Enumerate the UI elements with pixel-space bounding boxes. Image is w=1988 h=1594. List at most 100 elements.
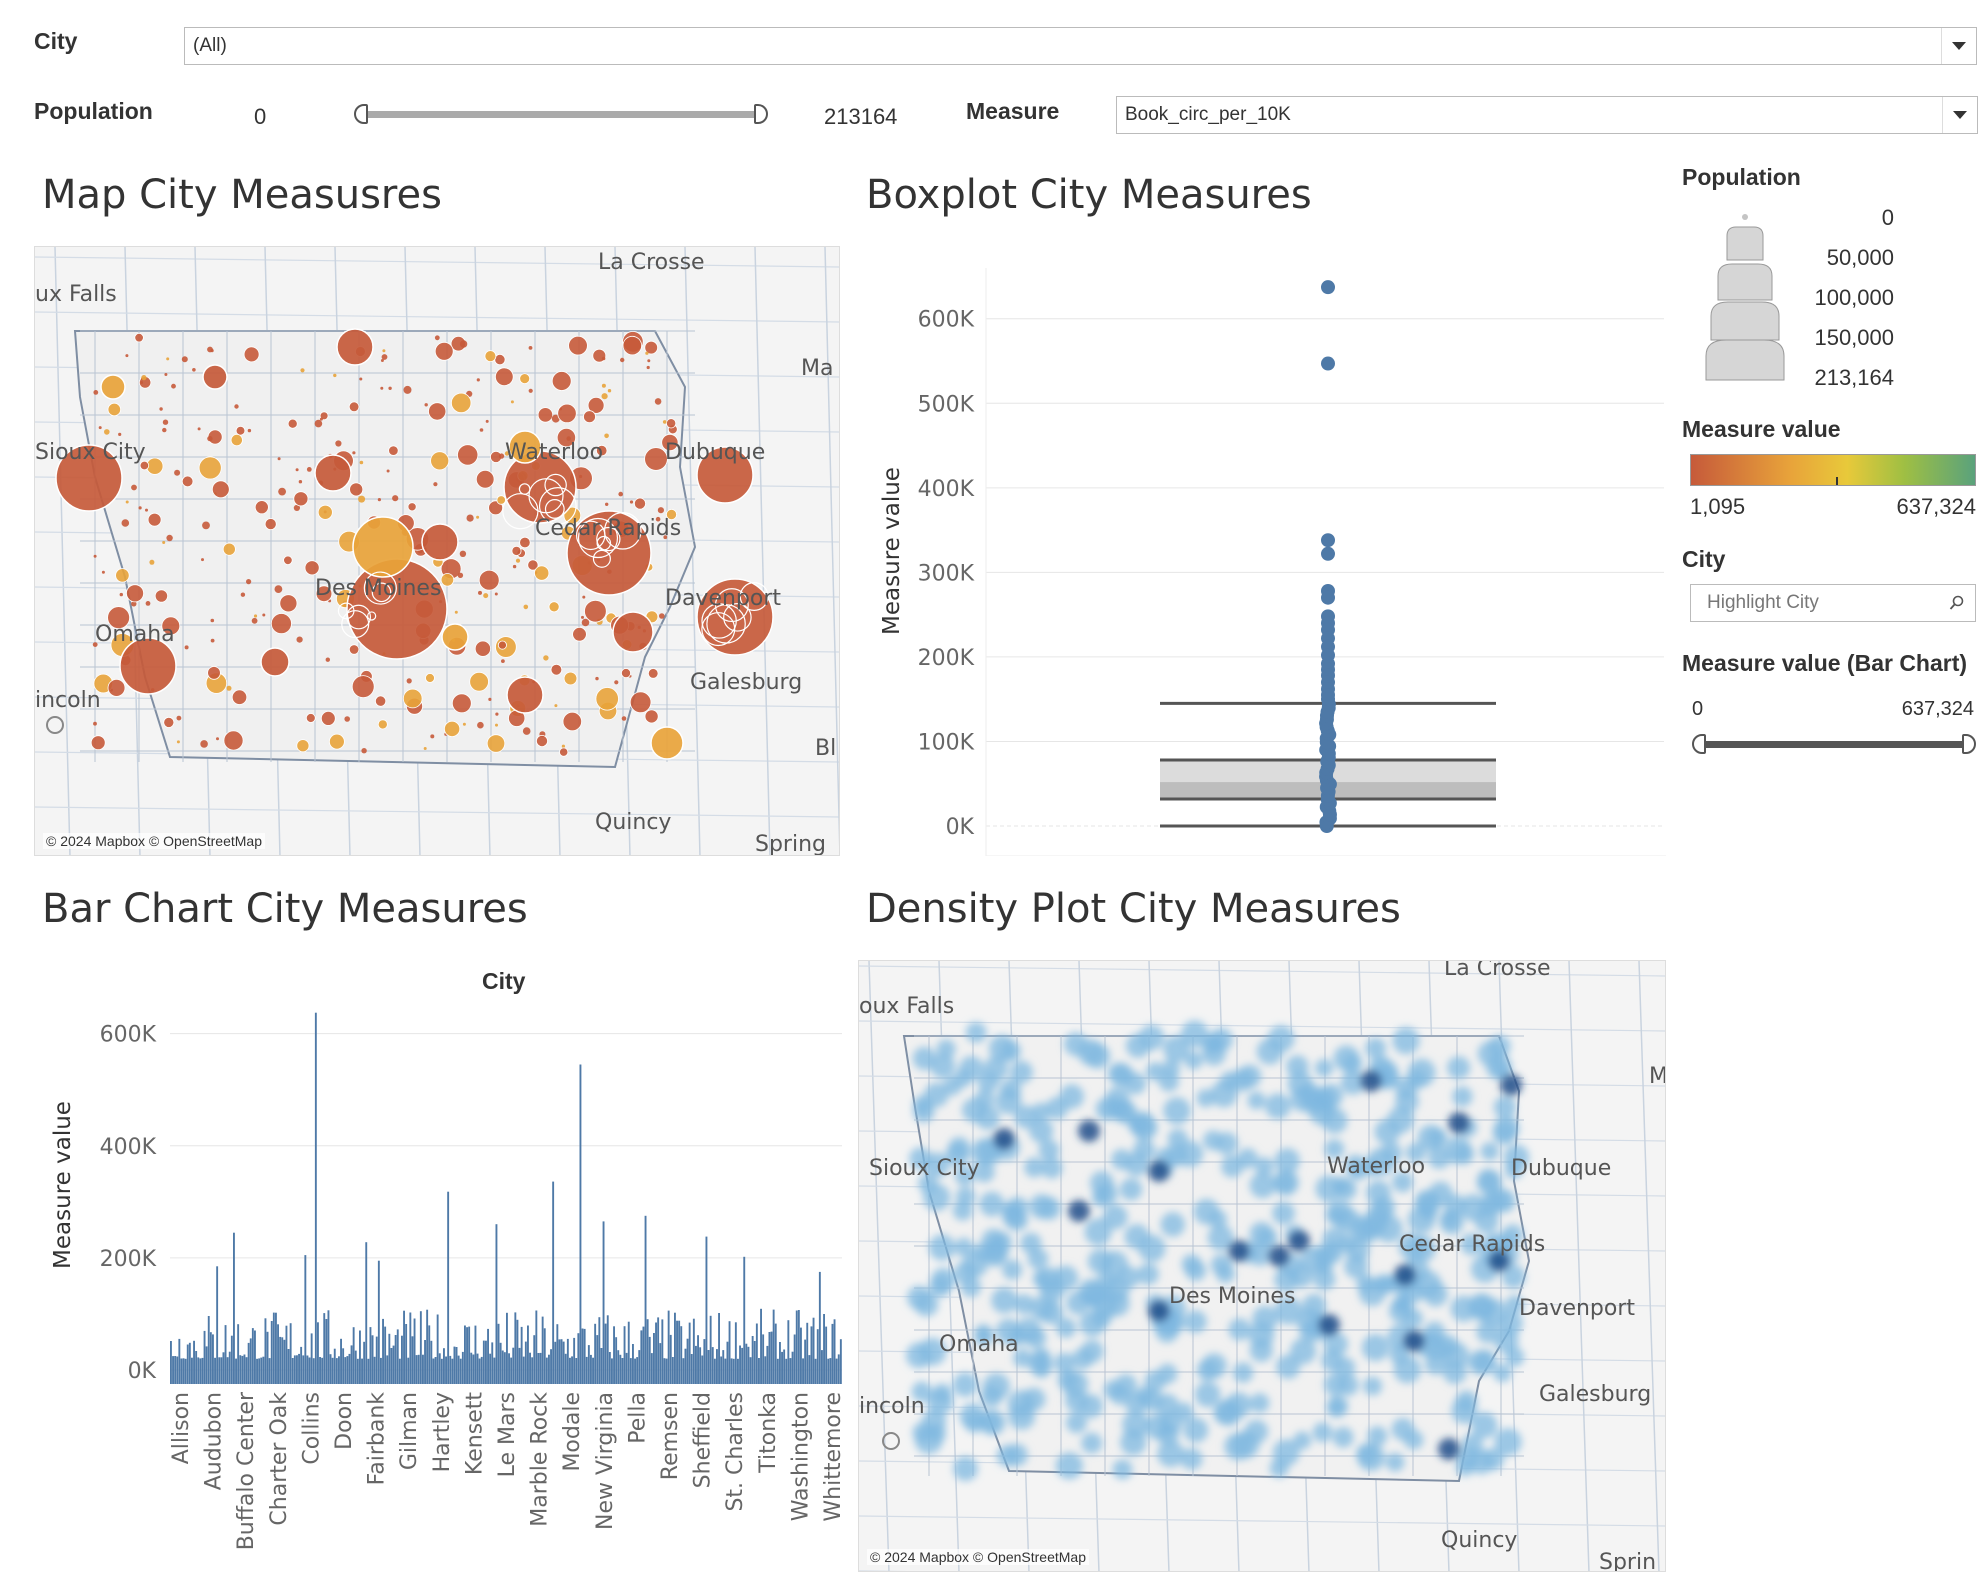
city-bar[interactable] xyxy=(445,1356,447,1385)
city-bar[interactable] xyxy=(686,1338,689,1384)
city-bar[interactable] xyxy=(203,1330,206,1384)
city-bar[interactable] xyxy=(663,1358,666,1384)
city-bubble[interactable] xyxy=(319,417,323,421)
city-bubble[interactable] xyxy=(424,403,428,407)
city-bar[interactable] xyxy=(569,1357,571,1384)
city-bubble[interactable] xyxy=(306,467,312,472)
city-bar[interactable] xyxy=(457,1355,460,1384)
city-bar[interactable] xyxy=(342,1348,345,1384)
city-bar[interactable] xyxy=(751,1336,754,1384)
city-bubble[interactable] xyxy=(145,601,151,606)
city-bar[interactable] xyxy=(501,1350,504,1385)
map-canvas[interactable]: La Crosse ux Falls Sioux City Dubuque De… xyxy=(35,247,840,856)
slider-min-handle[interactable] xyxy=(354,104,368,124)
city-bar[interactable] xyxy=(338,1356,340,1384)
city-bar[interactable] xyxy=(310,1333,313,1384)
city-bar[interactable] xyxy=(598,1317,601,1384)
city-bubble[interactable] xyxy=(202,521,210,530)
city-bubble[interactable] xyxy=(262,613,266,617)
city-bar[interactable] xyxy=(608,1352,611,1384)
city-bar[interactable] xyxy=(739,1345,741,1385)
city-bubble[interactable] xyxy=(278,487,286,496)
city-bubble[interactable] xyxy=(125,500,129,504)
city-bar[interactable] xyxy=(606,1315,609,1384)
city-bar[interactable] xyxy=(182,1358,185,1384)
city-bubble[interactable] xyxy=(647,359,651,363)
city-bar[interactable] xyxy=(709,1315,712,1384)
city-bar[interactable] xyxy=(432,1358,435,1385)
city-bar[interactable] xyxy=(449,1355,452,1384)
city-bar[interactable] xyxy=(531,1357,534,1384)
city-bar[interactable] xyxy=(392,1345,395,1384)
city-bubble[interactable] xyxy=(246,579,252,585)
city-bar[interactable] xyxy=(422,1354,424,1384)
city-bubble[interactable] xyxy=(304,560,320,576)
city-bar[interactable] xyxy=(407,1357,410,1384)
city-bubble[interactable] xyxy=(696,578,774,656)
city-bubble[interactable] xyxy=(210,638,215,643)
city-bar[interactable] xyxy=(266,1331,269,1384)
city-bubble[interactable] xyxy=(476,515,480,519)
city-bar[interactable] xyxy=(480,1356,483,1384)
city-bar[interactable] xyxy=(174,1356,177,1384)
city-bubble[interactable] xyxy=(344,716,351,722)
city-bubble[interactable] xyxy=(607,389,612,393)
city-bar[interactable] xyxy=(548,1354,550,1384)
city-bubble[interactable] xyxy=(572,626,587,642)
city-bar[interactable] xyxy=(466,1327,468,1384)
city-bubble[interactable] xyxy=(145,508,148,512)
city-bar[interactable] xyxy=(329,1354,332,1384)
city-bubble[interactable] xyxy=(583,410,596,424)
city-bubble[interactable] xyxy=(336,328,374,366)
city-bar[interactable] xyxy=(577,1333,580,1384)
city-bubble[interactable] xyxy=(634,497,647,510)
city-bar[interactable] xyxy=(468,1326,471,1384)
city-bar[interactable] xyxy=(781,1351,783,1384)
city-bubble[interactable] xyxy=(614,680,619,685)
city-bubble[interactable] xyxy=(528,346,533,350)
city-bubble[interactable] xyxy=(274,585,283,593)
city-bubble[interactable] xyxy=(231,689,248,705)
city-bubble[interactable] xyxy=(287,418,298,429)
city-bubble[interactable] xyxy=(504,451,510,456)
city-bar[interactable] xyxy=(837,1354,840,1384)
city-bar[interactable] xyxy=(447,1191,450,1384)
city-bar[interactable] xyxy=(743,1256,746,1384)
city-bar[interactable] xyxy=(774,1323,777,1384)
city-bubble[interactable] xyxy=(568,335,588,356)
city-bar[interactable] xyxy=(235,1358,237,1384)
city-bar[interactable] xyxy=(564,1353,567,1384)
city-bar[interactable] xyxy=(762,1334,765,1384)
city-bar[interactable] xyxy=(461,1351,464,1384)
city-bubble[interactable] xyxy=(328,733,345,750)
city-bubble[interactable] xyxy=(601,393,608,400)
city-bubble[interactable] xyxy=(93,721,97,726)
city-bar[interactable] xyxy=(787,1320,790,1384)
city-bubble[interactable] xyxy=(483,593,489,599)
boxplot-outlier[interactable] xyxy=(1321,692,1335,707)
city-bar[interactable] xyxy=(405,1324,408,1384)
city-bar[interactable] xyxy=(249,1338,252,1384)
city-bar[interactable] xyxy=(602,1221,605,1384)
city-bubble[interactable] xyxy=(283,555,293,566)
city-bubble[interactable] xyxy=(495,712,499,716)
city-bubble[interactable] xyxy=(666,508,678,520)
city-bar[interactable] xyxy=(617,1350,620,1384)
city-bar[interactable] xyxy=(713,1358,716,1384)
city-bar[interactable] xyxy=(835,1358,838,1384)
city-bubble[interactable] xyxy=(501,659,505,663)
city-bar[interactable] xyxy=(560,1339,563,1384)
city-bar[interactable] xyxy=(289,1323,292,1384)
city-bar[interactable] xyxy=(661,1319,664,1384)
city-bubble[interactable] xyxy=(554,704,558,708)
city-bubble[interactable] xyxy=(174,469,181,476)
boxplot-chart[interactable]: 0K 100K 200K 300K 400K 500K 600K Measure value xyxy=(866,246,1666,857)
city-bubble[interactable] xyxy=(621,668,632,679)
city-bubble[interactable] xyxy=(494,367,514,386)
city-bar[interactable] xyxy=(703,1339,706,1384)
city-bubble[interactable] xyxy=(380,386,384,390)
city-bar[interactable] xyxy=(791,1351,794,1384)
city-bar[interactable] xyxy=(512,1347,515,1384)
city-bubble[interactable] xyxy=(176,740,180,744)
city-bar[interactable] xyxy=(764,1356,767,1384)
